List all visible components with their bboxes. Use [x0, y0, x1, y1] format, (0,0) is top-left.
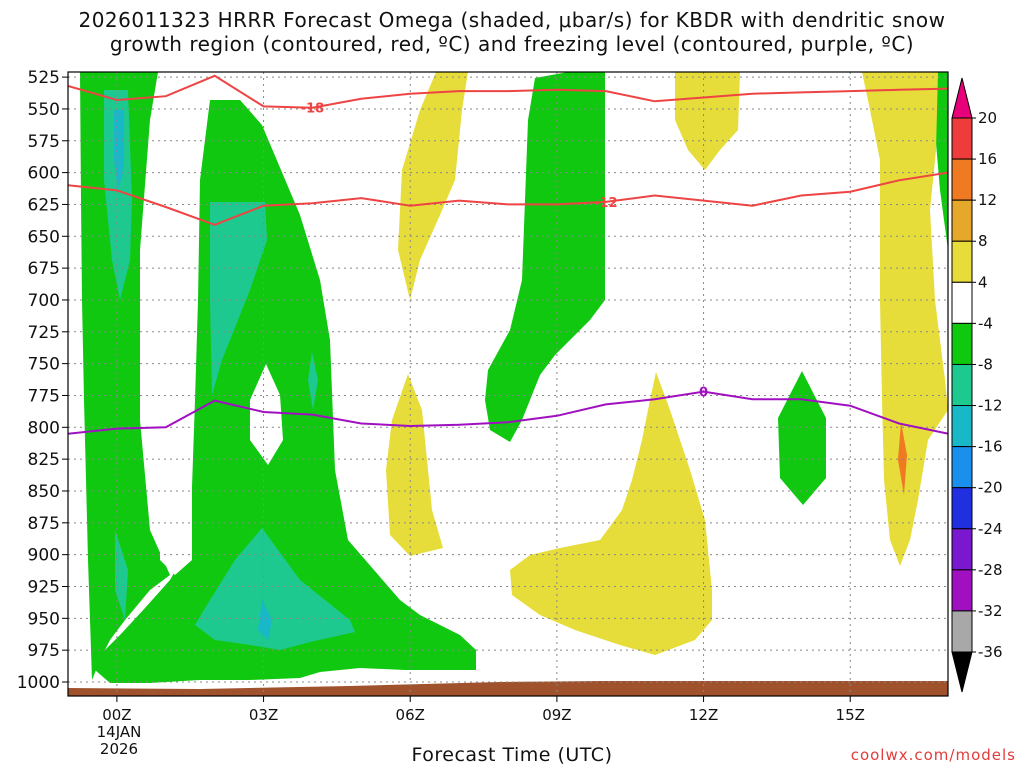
x-tick-label: 03Z: [249, 706, 278, 724]
colorbar-label: -28: [978, 561, 1003, 579]
omega-region-yellow-bottom: [510, 372, 712, 655]
y-tick-label: 950: [28, 609, 60, 629]
colorbar-label: -16: [978, 438, 1003, 456]
terrain-surface: [68, 681, 948, 696]
colorbar-swatch: [951, 240, 973, 283]
y-tick-label: 900: [28, 546, 60, 566]
y-tick-label: 525: [28, 68, 60, 88]
omega-region-teal-center: [210, 202, 267, 395]
omega-region-teal-small: [115, 530, 128, 620]
colorbar-swatch: [951, 405, 973, 448]
colorbar-swatch: [951, 610, 973, 653]
colorbar-swatch: [951, 158, 973, 201]
source-credit: coolwx.com/models: [850, 746, 1016, 764]
contour-line: [68, 390, 948, 435]
contour-line: [68, 74, 948, 109]
colorbar-label: 8: [978, 232, 988, 250]
colorbar-bottom-arrow: [951, 651, 973, 693]
contour-line: [68, 171, 948, 226]
x-tick-label: 06Z: [396, 706, 425, 724]
date-label-year: 2026: [100, 740, 138, 758]
colorbar-label: -24: [978, 520, 1003, 538]
colorbar-label: -36: [978, 643, 1003, 661]
y-tick-label: 600: [28, 164, 60, 184]
omega-region-green-right-cell: [778, 371, 826, 505]
y-tick-label: 675: [28, 259, 60, 279]
x-tick-label: 09Z: [542, 706, 571, 724]
y-tick-label: 650: [28, 227, 60, 247]
chart-title-line-2: growth region (contoured, red, ºC) and f…: [109, 32, 915, 56]
x-tick-label: 00Z: [102, 706, 131, 724]
omega-region-green-mid: [485, 72, 605, 442]
colorbar-label: 16: [978, 150, 997, 168]
colorbar-swatch: [951, 281, 973, 324]
y-tick-label: 875: [28, 514, 60, 534]
temperature-contours: -18 -12 0: [68, 74, 948, 435]
omega-region-teal-lower: [195, 528, 355, 650]
plot-frame: [67, 71, 949, 697]
contour-label: -18: [301, 102, 325, 117]
omega-region-orange-core: [898, 422, 907, 495]
y-tick-label: 800: [28, 418, 60, 438]
x-axis-label: Forecast Time (UTC): [411, 744, 613, 766]
colorbar-swatch: [951, 322, 973, 365]
colorbar-top-arrow: [951, 77, 973, 119]
plot-grid: [68, 72, 948, 696]
y-tick-label: 625: [28, 195, 60, 215]
omega-colorbar: 20 16 12 8 4 -4 -8 -12 -16 -20 -24 -28 -32 -36: [951, 77, 1003, 693]
colorbar-swatch: [951, 117, 973, 160]
colorbar-swatch: [951, 199, 973, 242]
colorbar-label: -12: [978, 397, 1003, 415]
x-tick-label: 15Z: [836, 706, 865, 724]
omega-region-teal-left: [104, 90, 132, 300]
omega-region-green-left: [80, 72, 170, 680]
chart-title-line-1: 2026011323 HRRR Forecast Omega (shaded, …: [78, 8, 946, 32]
colorbar-label: 4: [978, 273, 988, 291]
y-tick-label: 750: [28, 355, 60, 375]
y-tick-label: 850: [28, 482, 60, 502]
omega-region-cyan-lower: [258, 600, 272, 640]
colorbar-label: 20: [978, 109, 997, 127]
colorbar-swatch: [951, 363, 973, 407]
y-tick-label: 725: [28, 323, 60, 343]
colorbar-swatch: [951, 569, 973, 612]
y-tick-label: 825: [28, 450, 60, 470]
colorbar-label: 12: [978, 191, 997, 209]
omega-region-green-right-edge: [934, 72, 948, 250]
colorbar-swatch: [951, 487, 973, 530]
contour-label: 0: [699, 386, 708, 401]
omega-region-yellow-top-right: [675, 72, 740, 170]
omega-region-yellow-mid-left: [386, 374, 443, 556]
omega-region-yellow-top: [398, 72, 468, 300]
y-tick-label: 575: [28, 132, 60, 152]
y-axis: 525 550 575 600 625 650 675 700 725 750 775 800 825 8…: [17, 68, 68, 693]
y-tick-label: 975: [28, 641, 60, 661]
y-tick-label: 550: [28, 100, 60, 120]
colorbar-label: -32: [978, 602, 1003, 620]
colorbar-swatch: [951, 528, 973, 571]
colorbar-label: -20: [978, 479, 1003, 497]
y-tick-label: 1000: [17, 673, 60, 693]
colorbar-swatch: [951, 446, 973, 489]
x-axis: 00Z 03Z 06Z 09Z 12Z 15Z: [102, 696, 865, 724]
x-tick-label: 12Z: [689, 706, 718, 724]
omega-region-green-center: [95, 100, 476, 683]
date-label-day: 14JAN: [97, 723, 142, 741]
omega-region-hole: [250, 364, 283, 465]
colorbar-label: -8: [978, 355, 993, 373]
y-tick-label: 775: [28, 386, 60, 406]
colorbar-label: -4: [978, 314, 993, 332]
omega-region-teal-sliver: [308, 352, 318, 410]
omega-region-yellow-right: [862, 72, 948, 566]
omega-region-hole-2: [160, 430, 192, 575]
omega-shading: [68, 72, 948, 696]
y-tick-label: 925: [28, 577, 60, 597]
contour-label: -12: [594, 196, 618, 211]
y-tick-label: 700: [28, 291, 60, 311]
